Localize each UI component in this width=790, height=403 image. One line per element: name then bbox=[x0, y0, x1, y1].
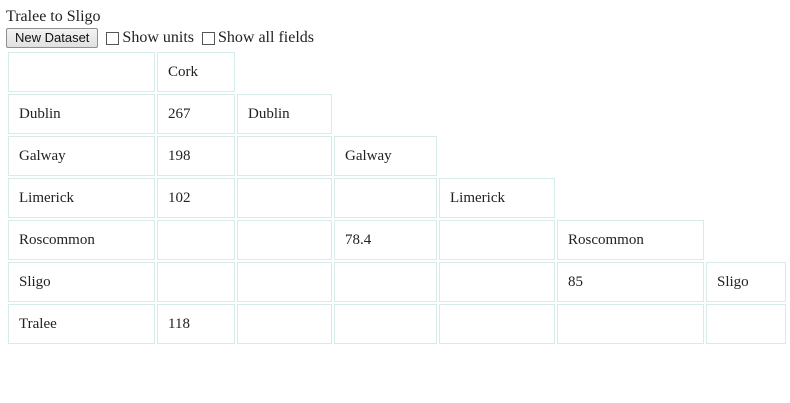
empty-cell bbox=[557, 94, 704, 134]
table-cell[interactable] bbox=[237, 136, 332, 176]
table-cell[interactable]: Limerick bbox=[439, 178, 555, 218]
empty-cell bbox=[557, 136, 704, 176]
table-cell[interactable] bbox=[157, 220, 235, 260]
new-dataset-button[interactable]: New Dataset bbox=[6, 28, 99, 48]
table-cell[interactable]: Dublin bbox=[8, 94, 155, 134]
table-cell[interactable]: Galway bbox=[334, 136, 437, 176]
distance-matrix: Cork Dublin 267 Dublin Galway 198 bbox=[6, 50, 788, 346]
table-cell[interactable] bbox=[237, 178, 332, 218]
table-cell[interactable]: Tralee bbox=[8, 304, 155, 344]
table-cell[interactable] bbox=[334, 178, 437, 218]
table-cell[interactable] bbox=[237, 304, 332, 344]
table-row: Tralee 118 bbox=[8, 304, 786, 344]
table-row: Galway 198 Galway bbox=[8, 136, 786, 176]
show-all-fields-label: Show all fields bbox=[218, 29, 314, 46]
show-units-label: Show units bbox=[122, 29, 194, 46]
table-cell[interactable] bbox=[8, 52, 155, 92]
table-cell[interactable]: Sligo bbox=[8, 262, 155, 302]
show-units-checkbox[interactable] bbox=[106, 31, 120, 45]
table-cell[interactable]: 85 bbox=[557, 262, 704, 302]
table-row: Roscommon 78.4 Roscommon bbox=[8, 220, 786, 260]
table-cell[interactable]: Sligo bbox=[706, 262, 786, 302]
empty-cell bbox=[706, 52, 786, 92]
table-row: Cork bbox=[8, 52, 786, 92]
table-cell[interactable]: 198 bbox=[157, 136, 235, 176]
empty-cell bbox=[237, 52, 332, 92]
table-row: Dublin 267 Dublin bbox=[8, 94, 786, 134]
table-cell[interactable] bbox=[157, 262, 235, 302]
show-all-fields-toggle[interactable]: Show all fields bbox=[202, 29, 314, 47]
table-cell[interactable] bbox=[334, 304, 437, 344]
table-cell[interactable]: 78.4 bbox=[334, 220, 437, 260]
table-row: Limerick 102 Limerick bbox=[8, 178, 786, 218]
show-units-toggle[interactable]: Show units bbox=[106, 29, 194, 47]
table-cell[interactable] bbox=[334, 262, 437, 302]
toolbar: New Dataset Show units Show all fields bbox=[6, 28, 314, 48]
page-title: Tralee to Sligo bbox=[6, 8, 101, 25]
table-cell[interactable] bbox=[439, 304, 555, 344]
table-cell[interactable]: Galway bbox=[8, 136, 155, 176]
table-cell[interactable]: 118 bbox=[157, 304, 235, 344]
table-cell[interactable] bbox=[237, 262, 332, 302]
show-all-fields-checkbox[interactable] bbox=[202, 31, 215, 45]
empty-cell bbox=[334, 52, 437, 92]
empty-cell bbox=[706, 94, 786, 134]
table-cell[interactable]: Roscommon bbox=[557, 220, 704, 260]
empty-cell bbox=[439, 52, 555, 92]
table-cell[interactable]: 267 bbox=[157, 94, 235, 134]
empty-cell bbox=[439, 94, 555, 134]
empty-cell bbox=[334, 94, 437, 134]
empty-cell bbox=[706, 178, 786, 218]
table-cell[interactable]: Dublin bbox=[237, 94, 332, 134]
table-cell[interactable] bbox=[439, 262, 555, 302]
table-cell[interactable]: Roscommon bbox=[8, 220, 155, 260]
empty-cell bbox=[706, 136, 786, 176]
table-cell[interactable]: Limerick bbox=[8, 178, 155, 218]
table-cell[interactable] bbox=[237, 220, 332, 260]
table-cell[interactable]: Cork bbox=[157, 52, 235, 92]
table-cell[interactable] bbox=[706, 304, 786, 344]
empty-cell bbox=[557, 178, 704, 218]
empty-cell bbox=[557, 52, 704, 92]
table-cell[interactable] bbox=[557, 304, 704, 344]
table-row: Sligo 85 Sligo bbox=[8, 262, 786, 302]
table-cell[interactable]: 102 bbox=[157, 178, 235, 218]
empty-cell bbox=[439, 136, 555, 176]
table-cell[interactable] bbox=[439, 220, 555, 260]
empty-cell bbox=[706, 220, 786, 260]
